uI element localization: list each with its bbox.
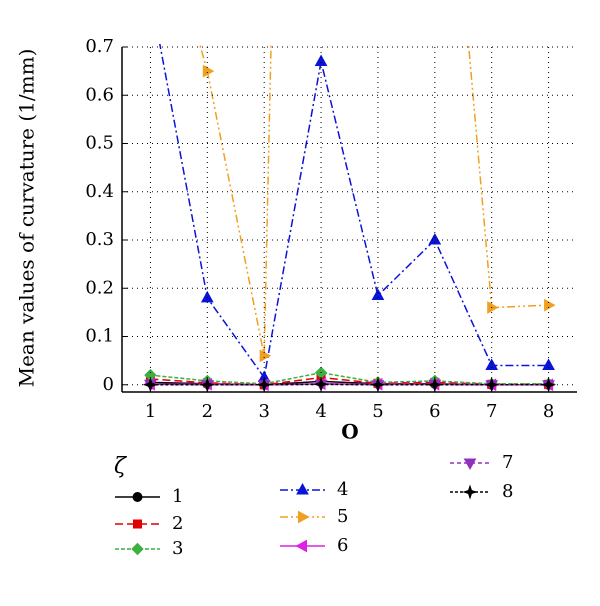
marker xyxy=(202,64,215,78)
marker xyxy=(544,298,556,312)
marker xyxy=(296,482,309,495)
series-line xyxy=(159,44,549,380)
y-tick-label: 0.4 xyxy=(85,181,114,202)
y-axis-label: Mean values of curvature (1/mm) xyxy=(15,49,39,388)
legend-label: 6 xyxy=(337,535,348,556)
x-tick-label: 5 xyxy=(372,401,383,422)
x-axis-label: O xyxy=(341,420,358,444)
marker xyxy=(132,492,143,502)
legend-label: 2 xyxy=(172,513,183,534)
y-tick-label: 0.5 xyxy=(85,133,114,154)
legend-label: 8 xyxy=(502,481,513,502)
marker xyxy=(428,232,442,245)
marker xyxy=(259,349,272,363)
y-tick-label: 0.6 xyxy=(85,84,114,105)
marker xyxy=(487,301,499,314)
legend-title: ζ xyxy=(114,454,128,479)
marker xyxy=(542,358,555,370)
x-tick-label: 8 xyxy=(543,401,554,422)
x-tick-label: 7 xyxy=(486,401,497,422)
x-tick-label: 4 xyxy=(315,401,326,422)
x-tick-label: 1 xyxy=(145,401,156,422)
legend-label: 5 xyxy=(337,506,348,527)
y-tick-label: 0.2 xyxy=(85,277,114,298)
y-tick-label: 0.7 xyxy=(85,36,114,57)
y-tick-label: 0.1 xyxy=(85,326,114,347)
x-tick-label: 3 xyxy=(258,401,269,422)
plot-area xyxy=(142,44,557,392)
marker xyxy=(371,288,385,300)
marker xyxy=(295,539,307,553)
series-line xyxy=(198,44,549,356)
marker xyxy=(200,290,214,303)
marker xyxy=(462,484,478,500)
y-tick-label: 0.3 xyxy=(85,229,114,250)
x-tick-label: 6 xyxy=(429,401,440,422)
legend-label: 4 xyxy=(337,479,348,500)
series-line xyxy=(150,371,549,385)
marker xyxy=(298,510,310,524)
legend-label: 7 xyxy=(502,452,513,473)
legend-label: 1 xyxy=(172,486,183,507)
y-tick-label: 0 xyxy=(103,374,114,395)
x-tick-label: 2 xyxy=(202,401,213,422)
legend-label: 3 xyxy=(172,538,183,559)
marker xyxy=(314,54,328,66)
series-line xyxy=(150,376,549,386)
marker xyxy=(485,358,499,370)
marker xyxy=(131,542,144,556)
marker xyxy=(463,458,477,471)
marker xyxy=(133,519,142,529)
